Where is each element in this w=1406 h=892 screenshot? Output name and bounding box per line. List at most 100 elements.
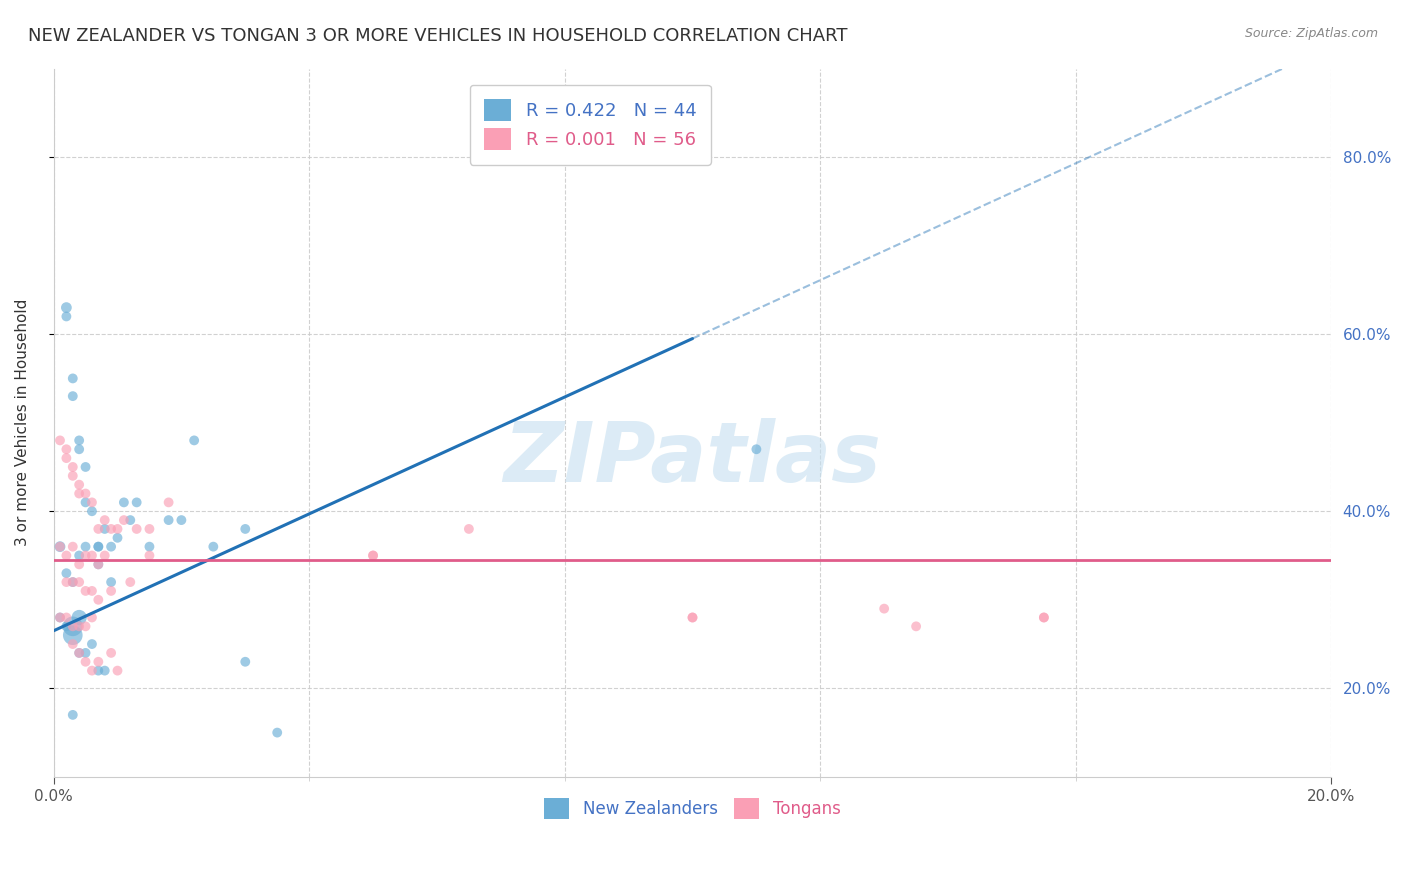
Point — [93, 513, 115, 527]
Point — [62, 619, 84, 633]
Point — [202, 540, 225, 554]
Point — [67, 575, 90, 590]
Point — [87, 522, 110, 536]
Point — [55, 610, 77, 624]
Y-axis label: 3 or more Vehicles in Household: 3 or more Vehicles in Household — [15, 299, 30, 547]
Point — [100, 540, 122, 554]
Point — [905, 619, 928, 633]
Point — [138, 522, 160, 536]
Point — [87, 655, 110, 669]
Point — [62, 628, 84, 642]
Point — [266, 725, 288, 739]
Point — [49, 610, 72, 624]
Point — [138, 549, 160, 563]
Point — [107, 664, 129, 678]
Text: ZIPatlas: ZIPatlas — [503, 417, 882, 499]
Point — [80, 664, 103, 678]
Point — [62, 540, 84, 554]
Point — [49, 610, 72, 624]
Point — [67, 434, 90, 448]
Point — [361, 549, 384, 563]
Point — [67, 646, 90, 660]
Point — [67, 477, 90, 491]
Point — [80, 583, 103, 598]
Point — [67, 549, 90, 563]
Point — [80, 495, 103, 509]
Point — [100, 583, 122, 598]
Point — [75, 486, 97, 500]
Point — [62, 575, 84, 590]
Point — [138, 540, 160, 554]
Text: NEW ZEALANDER VS TONGAN 3 OR MORE VEHICLES IN HOUSEHOLD CORRELATION CHART: NEW ZEALANDER VS TONGAN 3 OR MORE VEHICL… — [28, 27, 848, 45]
Point — [87, 592, 110, 607]
Point — [67, 646, 90, 660]
Point — [55, 575, 77, 590]
Point — [457, 522, 479, 536]
Point — [80, 504, 103, 518]
Point — [873, 601, 896, 615]
Point — [80, 637, 103, 651]
Point — [80, 610, 103, 624]
Point — [100, 575, 122, 590]
Point — [62, 389, 84, 403]
Point — [55, 566, 77, 581]
Point — [55, 310, 77, 324]
Point — [49, 540, 72, 554]
Point — [67, 558, 90, 572]
Point — [55, 619, 77, 633]
Point — [49, 434, 72, 448]
Point — [183, 434, 205, 448]
Point — [93, 664, 115, 678]
Point — [361, 549, 384, 563]
Point — [682, 610, 704, 624]
Point — [120, 575, 142, 590]
Text: Source: ZipAtlas.com: Source: ZipAtlas.com — [1244, 27, 1378, 40]
Point — [75, 495, 97, 509]
Point — [55, 451, 77, 466]
Legend: New Zealanders, Tongans: New Zealanders, Tongans — [537, 791, 848, 825]
Point — [62, 637, 84, 651]
Point — [55, 301, 77, 315]
Point — [100, 646, 122, 660]
Point — [87, 558, 110, 572]
Point — [75, 655, 97, 669]
Point — [682, 610, 704, 624]
Point — [745, 442, 768, 457]
Point — [75, 460, 97, 475]
Point — [55, 442, 77, 457]
Point — [157, 495, 180, 509]
Point — [75, 549, 97, 563]
Point — [62, 468, 84, 483]
Point — [87, 540, 110, 554]
Point — [67, 610, 90, 624]
Point — [93, 522, 115, 536]
Point — [1032, 610, 1054, 624]
Point — [80, 549, 103, 563]
Point — [62, 619, 84, 633]
Point — [67, 442, 90, 457]
Point — [62, 575, 84, 590]
Point — [107, 522, 129, 536]
Point — [75, 583, 97, 598]
Point — [67, 619, 90, 633]
Point — [62, 707, 84, 722]
Point — [87, 540, 110, 554]
Point — [55, 549, 77, 563]
Point — [87, 558, 110, 572]
Point — [62, 371, 84, 385]
Point — [75, 619, 97, 633]
Point — [157, 513, 180, 527]
Point — [93, 549, 115, 563]
Point — [75, 646, 97, 660]
Point — [170, 513, 193, 527]
Point — [233, 655, 256, 669]
Point — [67, 486, 90, 500]
Point — [87, 664, 110, 678]
Point — [125, 522, 148, 536]
Point — [112, 513, 135, 527]
Point — [125, 495, 148, 509]
Point — [62, 460, 84, 475]
Point — [233, 522, 256, 536]
Point — [120, 513, 142, 527]
Point — [49, 540, 72, 554]
